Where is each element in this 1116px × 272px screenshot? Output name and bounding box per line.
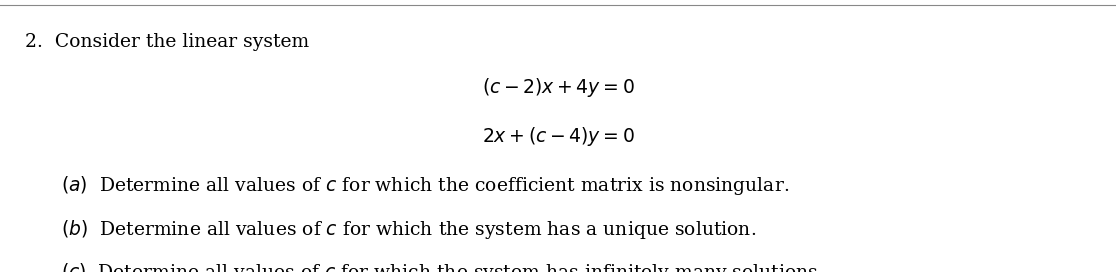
Text: $(b)$  Determine all values of $c$ for which the system has a unique solution.: $(b)$ Determine all values of $c$ for wh…	[61, 218, 757, 241]
Text: $(c-2)x + 4y = 0$: $(c-2)x + 4y = 0$	[482, 76, 634, 99]
Text: $(c)$  Determine all values of $c$ for which the system has infinitely many solu: $(c)$ Determine all values of $c$ for wh…	[61, 261, 824, 272]
Text: 2.  Consider the linear system: 2. Consider the linear system	[25, 33, 309, 51]
Text: $(a)$  Determine all values of $c$ for which the coefficient matrix is nonsingul: $(a)$ Determine all values of $c$ for wh…	[61, 174, 790, 197]
Text: $2x + (c-4)y = 0$: $2x + (c-4)y = 0$	[482, 125, 634, 148]
